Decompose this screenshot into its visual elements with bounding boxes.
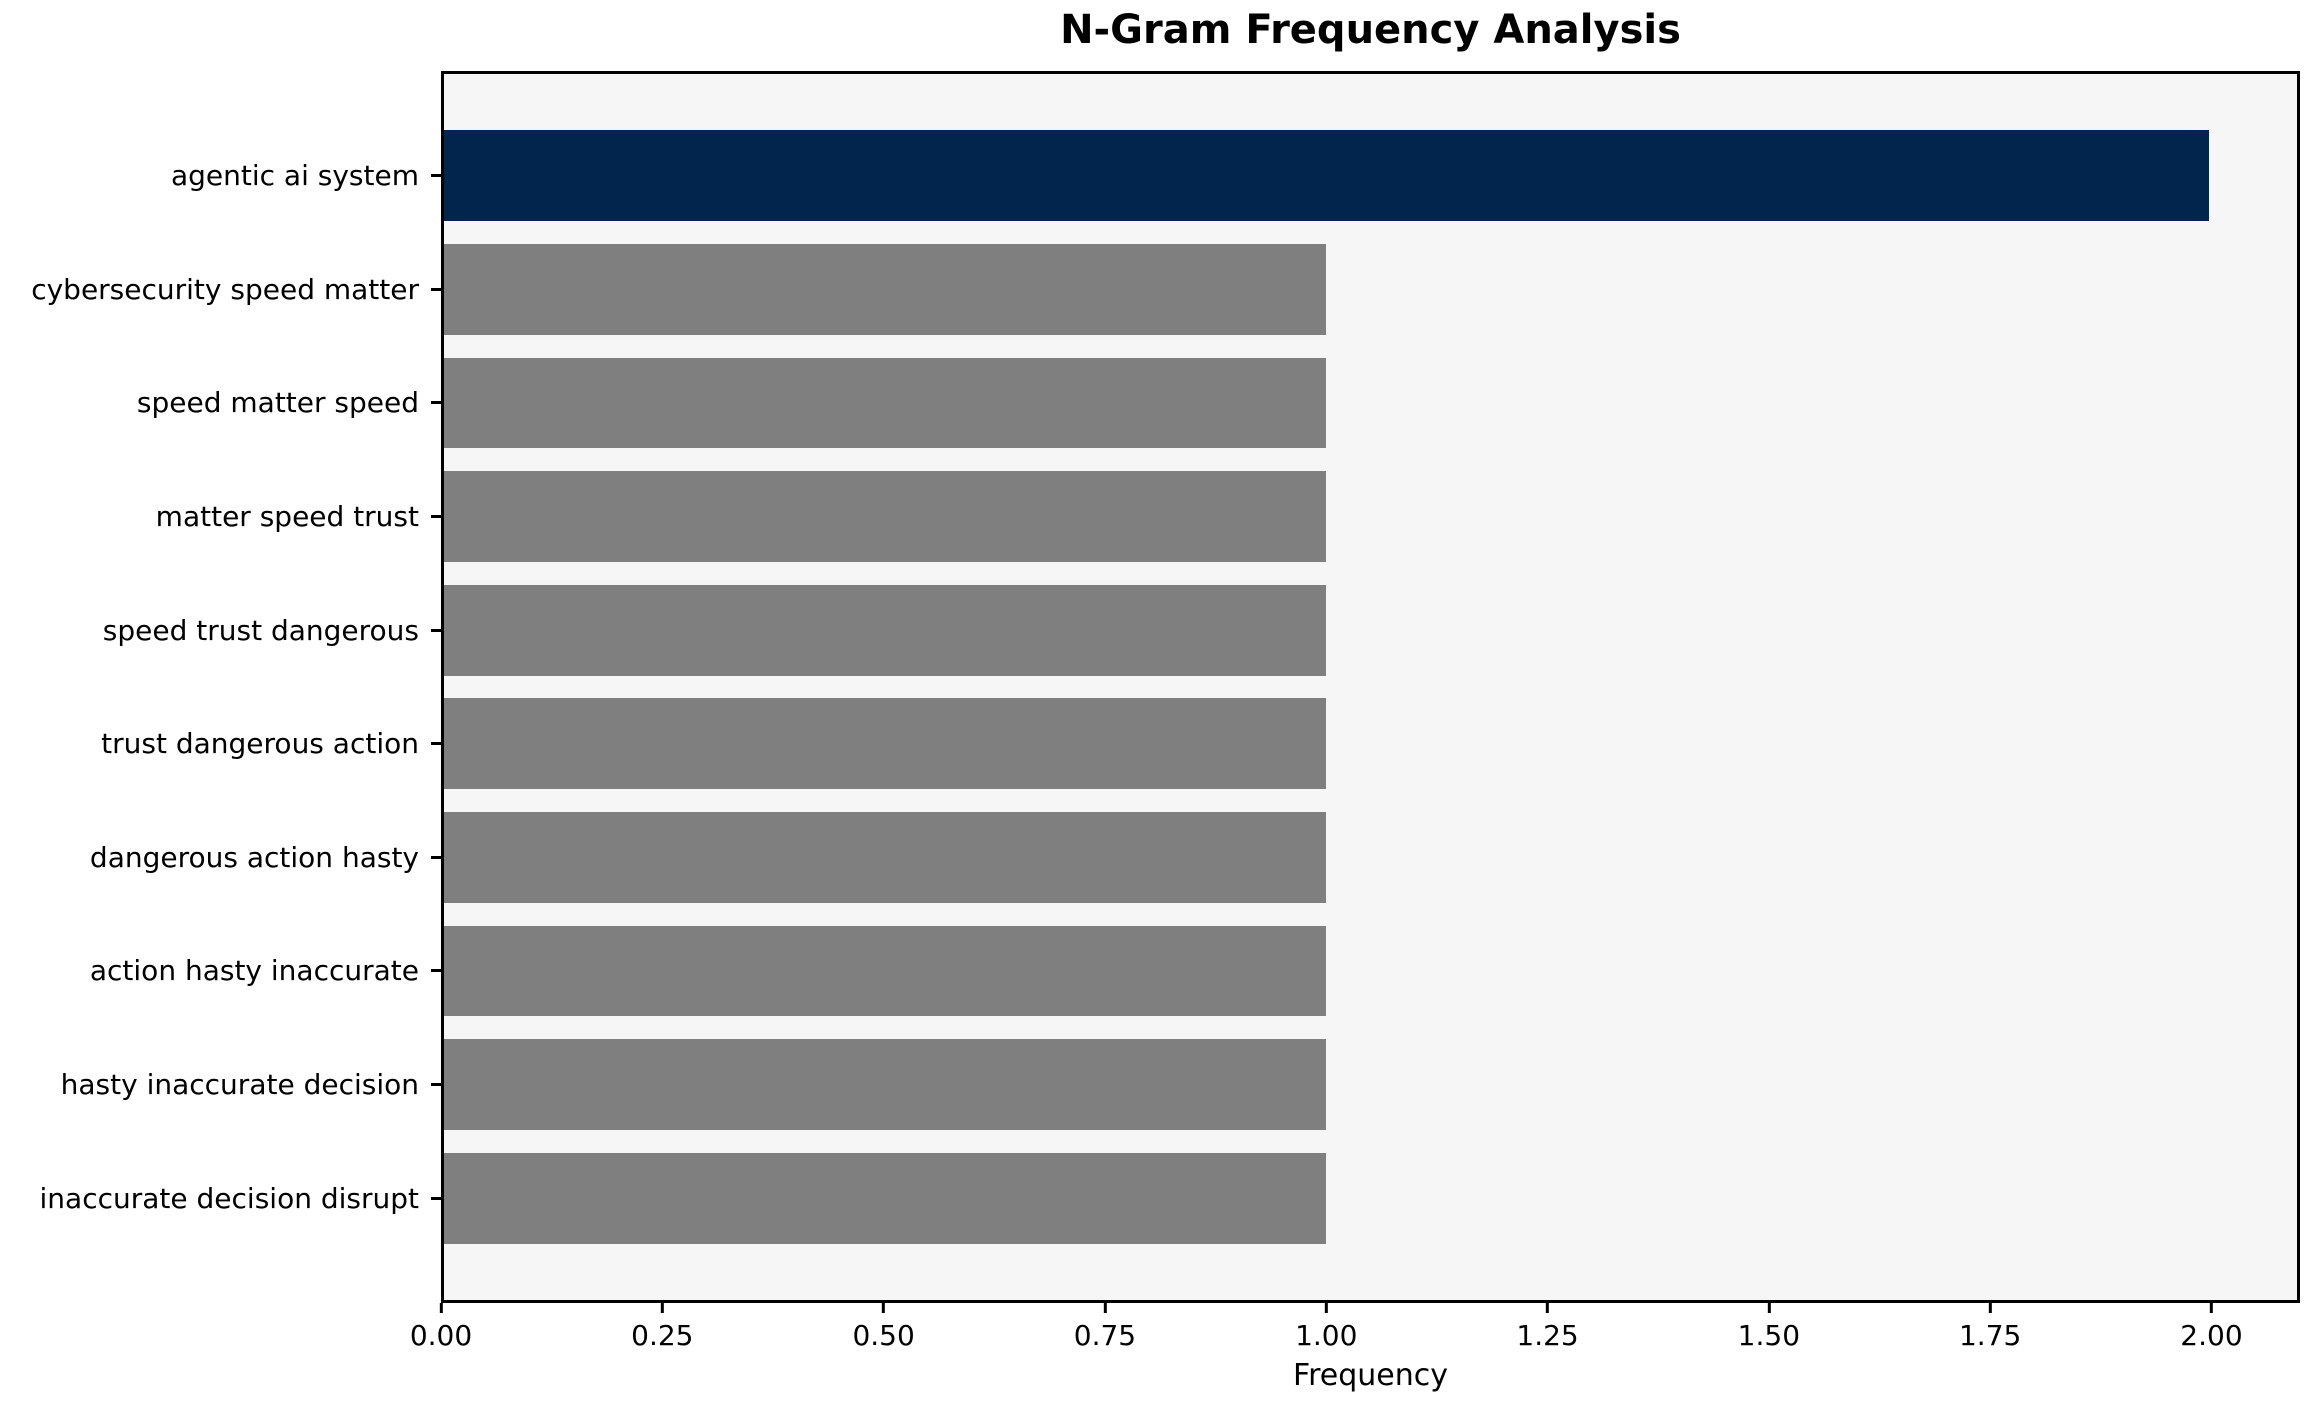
x-tick-mark bbox=[660, 1303, 664, 1313]
x-tick-mark bbox=[1324, 1303, 1328, 1313]
bar-row bbox=[444, 914, 2297, 1028]
y-tick-row: inaccurate decision disrupt bbox=[0, 1141, 441, 1255]
x-tick-mark bbox=[439, 1303, 443, 1313]
bar-row bbox=[444, 687, 2297, 801]
y-tick-row: cybersecurity speed matter bbox=[0, 233, 441, 347]
y-tick-label: inaccurate decision disrupt bbox=[39, 1181, 419, 1215]
x-tick: 0.50 bbox=[852, 1303, 915, 1352]
y-tick-label: hasty inaccurate decision bbox=[60, 1068, 419, 1102]
x-tick-label: 0.50 bbox=[852, 1319, 915, 1352]
x-axis-title: Frequency bbox=[1293, 1358, 1448, 1393]
bar bbox=[444, 811, 1327, 903]
x-tick: 0.25 bbox=[631, 1303, 693, 1352]
x-tick-label: 1.00 bbox=[1295, 1319, 1358, 1352]
x-tick-label: 1.50 bbox=[1737, 1319, 1801, 1352]
bar-row bbox=[444, 573, 2297, 687]
y-tick-label: speed trust dangerous bbox=[102, 613, 419, 647]
y-tick-mark bbox=[431, 515, 441, 519]
y-tick-mark bbox=[431, 855, 441, 859]
bar bbox=[444, 584, 1327, 676]
y-tick-label: dangerous action hasty bbox=[89, 840, 419, 874]
bar bbox=[444, 471, 1327, 563]
x-tick: 2.00 bbox=[2180, 1303, 2243, 1352]
x-tick-label: 0.25 bbox=[631, 1319, 694, 1352]
bar bbox=[444, 243, 1327, 335]
bar-row bbox=[444, 233, 2297, 347]
y-tick-row: trust dangerous action bbox=[0, 687, 441, 801]
x-tick-mark bbox=[2209, 1303, 2213, 1313]
plot-area bbox=[441, 71, 2300, 1303]
y-tick-row: agentic ai system bbox=[0, 119, 441, 233]
bar bbox=[444, 130, 2209, 222]
y-tick-label: speed matter speed bbox=[136, 386, 419, 420]
y-axis: agentic ai system cybersecurity speed ma… bbox=[0, 119, 441, 1255]
y-tick-mark bbox=[431, 1083, 441, 1087]
y-tick-label: matter speed trust bbox=[155, 500, 419, 534]
bar-row bbox=[444, 1028, 2297, 1142]
bar bbox=[444, 1152, 1327, 1244]
bar-row bbox=[444, 460, 2297, 574]
x-tick-mark bbox=[1103, 1303, 1107, 1313]
x-axis: 0.00 0.25 0.50 0.75 1.00 1.25 1.50 1.75 bbox=[410, 1303, 2300, 1363]
x-tick: 1.75 bbox=[1959, 1303, 2021, 1352]
y-tick-mark bbox=[431, 401, 441, 405]
x-tick-mark bbox=[1988, 1303, 1992, 1313]
y-tick-mark bbox=[431, 1196, 441, 1200]
y-tick-label: cybersecurity speed matter bbox=[31, 272, 419, 306]
bar-row bbox=[444, 119, 2297, 233]
y-tick-label: action hasty inaccurate bbox=[89, 954, 419, 988]
x-tick: 0.00 bbox=[410, 1303, 472, 1352]
y-tick-row: speed trust dangerous bbox=[0, 573, 441, 687]
x-tick-label: 2.00 bbox=[2180, 1319, 2243, 1352]
y-tick-row: hasty inaccurate decision bbox=[0, 1028, 441, 1142]
y-tick-row: action hasty inaccurate bbox=[0, 914, 441, 1028]
x-tick-label: 0.75 bbox=[1073, 1319, 1137, 1352]
y-tick-row: matter speed trust bbox=[0, 460, 441, 574]
x-tick-label: 1.75 bbox=[1958, 1319, 2022, 1352]
bar-row bbox=[444, 346, 2297, 460]
bar bbox=[444, 698, 1327, 790]
y-tick-mark bbox=[431, 174, 441, 178]
bar-rows bbox=[444, 119, 2297, 1255]
x-tick-label: 0.00 bbox=[409, 1319, 473, 1352]
y-tick-label: trust dangerous action bbox=[101, 727, 419, 761]
x-tick: 0.75 bbox=[1074, 1303, 1136, 1352]
x-tick-mark bbox=[882, 1303, 886, 1313]
bar bbox=[444, 357, 1327, 449]
x-tick-mark bbox=[1767, 1303, 1771, 1313]
x-tick: 1.50 bbox=[1738, 1303, 1800, 1352]
y-tick-mark bbox=[431, 969, 441, 973]
bar-row bbox=[444, 801, 2297, 915]
y-tick-mark bbox=[431, 628, 441, 632]
y-tick-row: dangerous action hasty bbox=[0, 801, 441, 915]
bar bbox=[444, 925, 1327, 1017]
y-tick-row: speed matter speed bbox=[0, 346, 441, 460]
y-tick-mark bbox=[431, 287, 441, 291]
x-tick-label: 1.25 bbox=[1516, 1319, 1579, 1352]
x-tick: 1.00 bbox=[1295, 1303, 1357, 1352]
x-tick: 1.25 bbox=[1516, 1303, 1579, 1352]
bar-row bbox=[444, 1141, 2297, 1255]
x-tick-mark bbox=[1546, 1303, 1550, 1313]
chart-title: N-Gram Frequency Analysis bbox=[1060, 7, 1681, 53]
y-tick-label: agentic ai system bbox=[170, 159, 419, 193]
bar bbox=[444, 1039, 1327, 1130]
y-tick-mark bbox=[431, 742, 441, 746]
